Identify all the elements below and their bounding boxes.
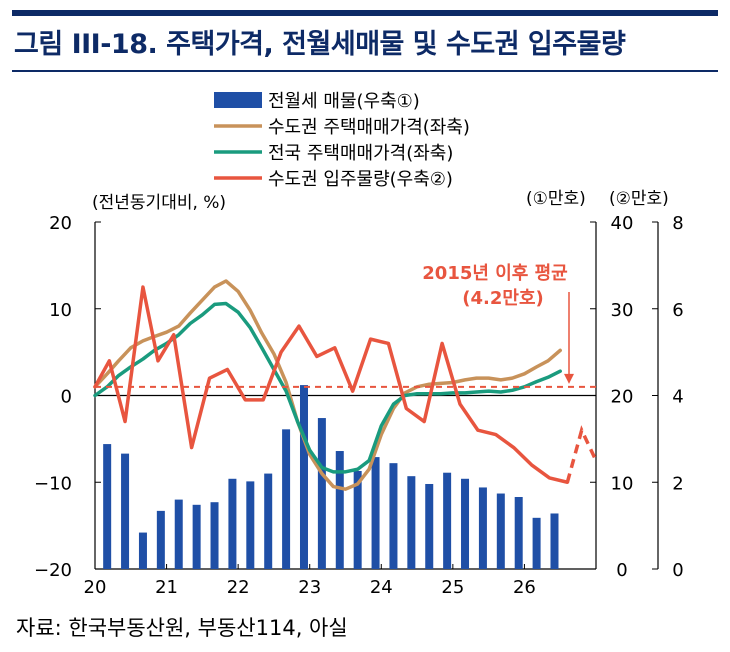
rental-listing-bar	[443, 472, 452, 569]
rental-listing-bar	[299, 385, 308, 569]
rental-listing-bar	[478, 487, 487, 569]
rental-listing-bar	[335, 451, 344, 569]
right1-tick-label: 40	[611, 213, 634, 234]
rental-listing-bar	[138, 532, 147, 569]
rental-listing-bar	[174, 499, 183, 569]
left-tick-label: 0	[61, 387, 72, 408]
legend-label: 전국 주택매매가격(좌축)	[268, 143, 453, 164]
left-tick-label: −10	[34, 473, 72, 494]
x-tick-label: 21	[155, 577, 178, 598]
rental-listing-bar	[353, 470, 362, 569]
supply-line-forecast	[565, 425, 598, 483]
rental-listing-bar	[121, 453, 130, 569]
x-tick-label: 25	[441, 577, 464, 598]
annotation-text-line2: (4.2만호)	[462, 288, 543, 309]
x-tick-label: 20	[84, 577, 107, 598]
rental-listing-bar	[461, 478, 470, 569]
rental-listing-bar	[496, 493, 505, 569]
left-axis-unit: (전년동기대비, %)	[92, 193, 226, 213]
rental-listing-bar	[514, 496, 523, 569]
chart-canvas: 전월세 매물(우축①) 수도권 주택매매가격(좌축) 전국 주택매매가격(좌축) 수도…	[34, 91, 684, 598]
right1-tick-label: 30	[611, 300, 634, 321]
bar-series	[103, 385, 559, 569]
x-tick-label: 24	[370, 577, 393, 598]
annotation: 2015년 이후 평균 (4.2만호)	[95, 263, 596, 388]
rental-listing-bar	[210, 502, 219, 569]
right2-tick-label: 8	[672, 213, 683, 234]
title-top-bar	[12, 10, 718, 16]
rental-listing-bar	[246, 481, 255, 569]
right1-axis-unit: (①만호)	[526, 189, 586, 209]
rental-listing-bar	[192, 504, 201, 569]
capital-price-line	[93, 279, 562, 491]
right1-tick-label: 20	[611, 387, 634, 408]
rental-listing-bar	[317, 418, 326, 569]
rental-listing-bar	[550, 513, 559, 569]
rental-listing-bar	[425, 483, 434, 569]
rental-listing-bar	[282, 429, 291, 569]
rental-listing-bar	[156, 510, 165, 569]
left-tick-label: −20	[34, 560, 72, 581]
figure-title: 그림 III-18. 주택가격, 전월세매물 및 수도권 입주물량	[14, 29, 626, 60]
rental-listing-bar	[389, 463, 398, 569]
supply-line	[93, 285, 570, 484]
legend: 전월세 매물(우축①) 수도권 주택매매가격(좌축) 전국 주택매매가격(좌축) 수도…	[214, 91, 470, 190]
legend-label: 전월세 매물(우축①)	[268, 91, 420, 112]
rental-listing-bar	[371, 457, 380, 569]
annotation-arrow-head	[564, 373, 574, 384]
legend-label: 수도권 입주물량(우축②)	[268, 169, 453, 190]
right2-tick-label: 6	[672, 300, 683, 321]
rental-listing-bar	[532, 517, 541, 569]
right1-tick-label: 10	[611, 473, 634, 494]
axes: (전년동기대비, %) (①만호) (②만호)20 40 810 30 60 20 4−10 10…	[34, 189, 684, 598]
line-series	[93, 279, 598, 491]
right2-axis-unit: (②만호)	[609, 189, 669, 209]
left-tick-label: 20	[49, 213, 72, 234]
legend-label: 수도권 주택매매가격(좌축)	[268, 117, 470, 138]
title-underline	[12, 70, 718, 72]
source-note: 자료: 한국부동산원, 부동산114, 아실	[16, 616, 348, 640]
x-tick-label: 23	[298, 577, 321, 598]
legend-bar-swatch	[214, 92, 262, 108]
right2-tick-label: 4	[672, 387, 683, 408]
right1-tick-label: 0	[616, 560, 627, 581]
rental-listing-bar	[407, 476, 416, 569]
rental-listing-bar	[103, 444, 112, 569]
right2-tick-label: 0	[672, 560, 683, 581]
left-tick-label: 10	[49, 300, 72, 321]
right2-tick-label: 2	[672, 473, 683, 494]
x-tick-label: 26	[513, 577, 536, 598]
x-tick-label: 22	[227, 577, 250, 598]
rental-listing-bar	[264, 473, 273, 569]
annotation-text-line1: 2015년 이후 평균	[422, 263, 567, 284]
rental-listing-bar	[228, 478, 237, 569]
